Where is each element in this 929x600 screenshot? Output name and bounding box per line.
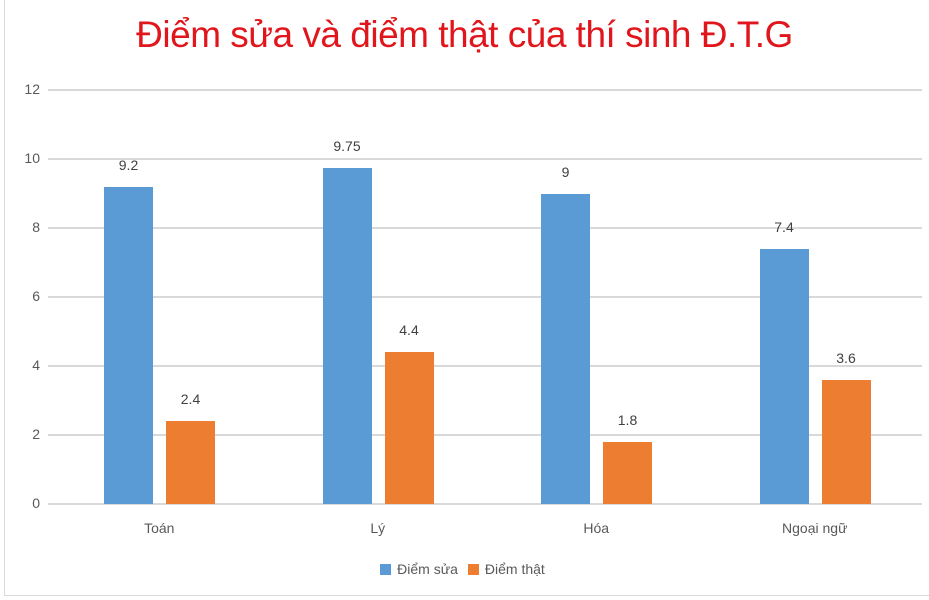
data-label: 1.8 bbox=[617, 411, 638, 428]
chart-title: Điểm sửa và điểm thật của thí sinh Đ.T.G bbox=[136, 14, 793, 55]
y-axis-tick-label: 2 bbox=[32, 426, 40, 442]
legend-swatch-icon bbox=[380, 563, 392, 575]
x-axis-category-label: Hóa bbox=[583, 520, 610, 536]
bar-diem-sua[interactable] bbox=[322, 167, 372, 504]
data-label: 3.6 bbox=[836, 349, 856, 366]
gridline bbox=[48, 158, 922, 160]
chart-frame bbox=[4, 0, 929, 596]
data-label: 9.2 bbox=[118, 156, 139, 173]
data-label: 2.4 bbox=[180, 391, 201, 408]
gridline bbox=[48, 503, 922, 505]
gridline bbox=[48, 227, 922, 229]
x-axis-category-label: Ngoại ngữ bbox=[782, 520, 848, 536]
y-axis-tick-label: 6 bbox=[32, 288, 40, 304]
legend-swatch-icon bbox=[467, 563, 479, 575]
bar-diem-that[interactable] bbox=[821, 379, 871, 504]
y-axis-tick-label: 10 bbox=[24, 150, 40, 166]
legend-item-diem-that[interactable]: Điểm thật bbox=[467, 561, 545, 577]
legend-item-diem-sua[interactable]: Điểm sửa bbox=[380, 561, 458, 577]
gridline bbox=[48, 296, 922, 298]
gridline bbox=[48, 434, 922, 436]
legend-label: Điểm thật bbox=[484, 561, 545, 577]
bar-diem-sua[interactable] bbox=[541, 193, 590, 504]
y-axis-tick-label: 8 bbox=[32, 219, 40, 235]
y-axis-tick-label: 0 bbox=[32, 495, 40, 511]
data-label: 4.4 bbox=[399, 322, 419, 339]
bar-diem-that[interactable] bbox=[384, 352, 434, 504]
y-axis-tick-label: 12 bbox=[24, 81, 40, 97]
data-label: 9.75 bbox=[333, 137, 361, 154]
gridline bbox=[48, 89, 922, 91]
bar-diem-that[interactable] bbox=[166, 421, 215, 504]
legend-label: Điểm sửa bbox=[397, 561, 458, 577]
x-axis-category-label: Toán bbox=[144, 520, 175, 536]
chart-legend: Điểm sửa Điểm thật bbox=[0, 561, 929, 577]
data-label: 7.4 bbox=[774, 218, 794, 235]
y-axis-tick-label: 4 bbox=[32, 357, 40, 373]
bar-diem-sua[interactable] bbox=[759, 248, 809, 504]
x-axis-category-label: Lý bbox=[370, 520, 386, 536]
gridline bbox=[48, 365, 922, 367]
bar-diem-sua[interactable] bbox=[104, 186, 153, 504]
bar-diem-that[interactable] bbox=[603, 441, 652, 504]
data-label: 9 bbox=[561, 163, 570, 180]
